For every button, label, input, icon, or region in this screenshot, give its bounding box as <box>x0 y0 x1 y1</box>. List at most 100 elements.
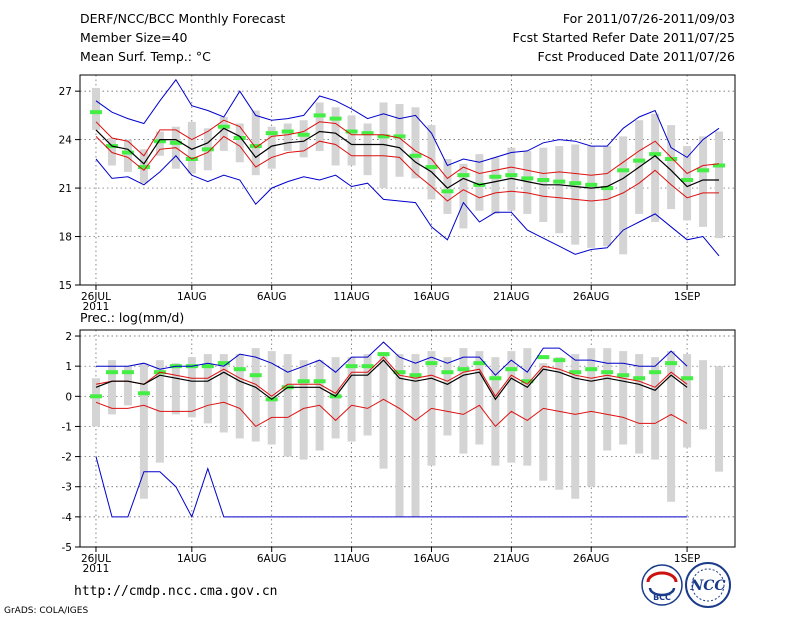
ncc-logo: NCC <box>685 562 731 608</box>
spread-box <box>219 354 228 433</box>
median-marker <box>249 373 262 378</box>
median-marker <box>393 134 406 139</box>
median-marker <box>633 158 646 163</box>
median-marker <box>601 186 614 191</box>
spread-box <box>507 147 516 211</box>
median-marker <box>105 370 118 375</box>
spread-box <box>699 360 708 430</box>
median-marker <box>697 168 710 173</box>
source-url: http://cmdp.ncc.cma.gov.cn <box>74 584 278 599</box>
x-tick-label: 1AUG <box>177 553 207 565</box>
median-marker <box>361 131 374 136</box>
forecast-period: For 2011/07/26-2011/09/03 <box>563 11 735 26</box>
spread-box <box>491 357 500 466</box>
median-marker <box>345 364 358 369</box>
ncc-logo-inner <box>691 568 725 602</box>
median-marker <box>361 364 374 369</box>
spread-box <box>523 348 532 466</box>
y-tick-label: -4 <box>62 512 73 524</box>
spread-box <box>235 123 244 163</box>
sd-upper-line <box>95 119 720 180</box>
mean-line <box>95 127 719 189</box>
x-tick-label: 26AUG <box>573 291 609 303</box>
median-marker <box>617 168 630 173</box>
x-tick-label: 21AUG <box>493 553 529 565</box>
spread-box <box>107 360 116 415</box>
spread-box <box>475 351 484 445</box>
spread-box <box>395 104 404 177</box>
median-marker <box>681 376 694 381</box>
spread-box <box>395 354 404 517</box>
median-marker <box>217 361 230 366</box>
x-tick-label: 11AUG <box>333 291 369 303</box>
max-line <box>95 78 720 167</box>
median-marker <box>457 173 470 178</box>
spread-box <box>299 360 308 460</box>
spread-box <box>715 366 724 472</box>
spread-box <box>603 146 612 247</box>
spread-box <box>411 107 420 179</box>
median-marker <box>713 163 726 168</box>
median-marker <box>313 379 326 384</box>
median-marker <box>505 367 518 372</box>
spread-box <box>251 348 260 442</box>
median-marker <box>233 367 246 372</box>
median-marker <box>121 150 134 155</box>
median-marker <box>297 379 310 384</box>
spread-box <box>155 131 164 156</box>
median-marker <box>649 152 662 157</box>
spread-box <box>379 102 388 189</box>
spread-box <box>587 146 596 248</box>
median-marker <box>201 364 214 369</box>
x-tick-sublabel: 2011 <box>83 301 110 313</box>
spread-box <box>363 354 372 436</box>
spread-box <box>187 121 196 174</box>
median-marker <box>537 355 550 360</box>
spread-box <box>667 125 676 210</box>
spread-box <box>443 159 452 214</box>
median-marker <box>617 373 630 378</box>
y-tick-label: 2 <box>65 331 72 343</box>
spread-box <box>91 87 100 130</box>
spread-box <box>347 357 356 442</box>
median-marker <box>521 379 534 384</box>
median-marker <box>537 178 550 182</box>
spread-box <box>523 150 532 214</box>
spread-box <box>267 126 276 169</box>
spread-box <box>635 354 644 454</box>
median-marker <box>457 367 470 372</box>
spread-box <box>683 354 692 448</box>
y-tick-label: 21 <box>59 183 72 195</box>
spread-box <box>619 136 628 255</box>
ncc-logo-text: NCC <box>689 578 725 594</box>
spread-box <box>651 113 660 222</box>
spread-box <box>507 351 516 463</box>
sd-lower-line <box>95 398 688 428</box>
max-line <box>96 341 688 376</box>
median-marker <box>153 139 166 144</box>
median-marker <box>89 394 102 399</box>
plot-frame <box>79 74 736 286</box>
chart-title: DERF/NCC/BCC Monthly Forecast <box>80 11 285 26</box>
spread-box <box>571 354 580 499</box>
spread-box <box>219 117 228 151</box>
spread-box <box>251 110 260 176</box>
sd-lower-line <box>95 135 719 202</box>
median-marker <box>553 358 566 363</box>
median-marker <box>441 370 454 375</box>
spread-box <box>299 120 308 158</box>
median-marker <box>121 370 134 375</box>
median-marker <box>521 176 534 181</box>
x-tick-label: 11AUG <box>333 553 369 565</box>
x-tick-label: 1SEP <box>674 553 700 565</box>
x-tick-label: 16AUG <box>413 291 449 303</box>
spread-box <box>283 123 292 151</box>
x-tick-label: 6AUG <box>257 553 287 565</box>
spread-box <box>555 146 564 234</box>
spread-box <box>427 125 436 200</box>
median-marker <box>569 370 582 375</box>
spread-box <box>171 363 180 415</box>
min-line <box>95 456 688 519</box>
